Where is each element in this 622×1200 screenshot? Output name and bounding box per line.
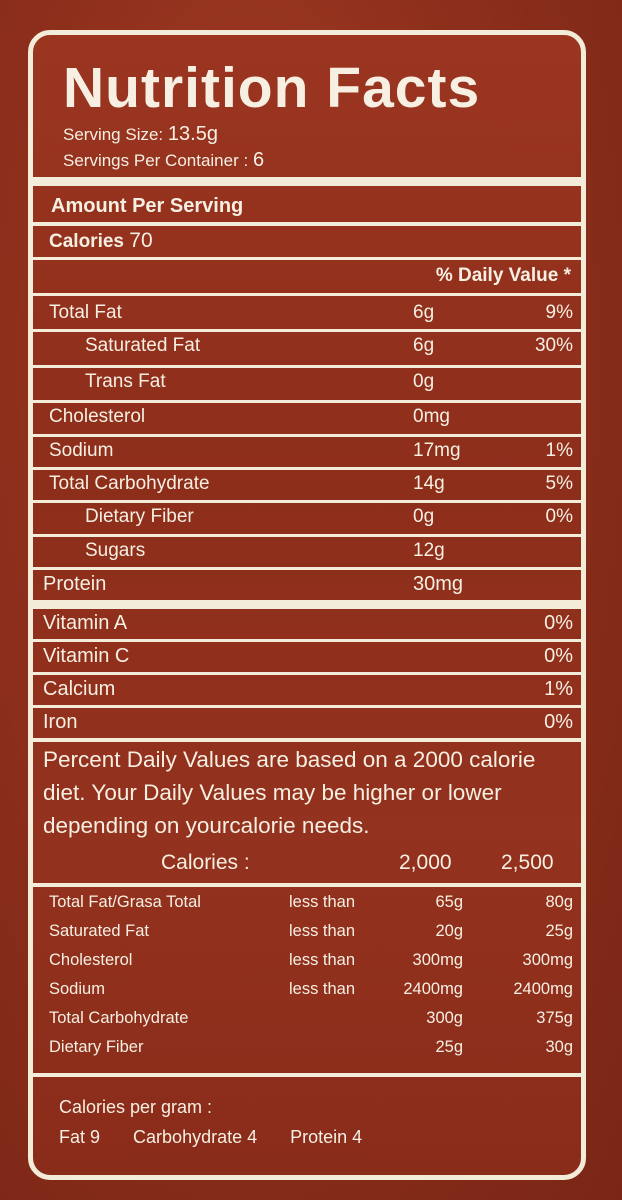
nutrient-row-sodium: Sodium 17mg 1% — [49, 440, 573, 461]
divider — [33, 329, 581, 332]
daily-value-footnote: Percent Daily Values are based on a 2000… — [43, 747, 536, 838]
divider — [33, 567, 581, 570]
servings-per-container-label: Servings Per Container : — [63, 151, 249, 170]
vitamin-row-iron: Iron 0% — [43, 710, 573, 733]
calories-label: Calories : — [161, 851, 250, 874]
calories-row: Calories 70 — [49, 227, 573, 255]
reference-table: Total Fat/Grasa Total less than 65g 80g … — [49, 893, 573, 1067]
nutrient-row-cholesterol: Cholesterol 0mg — [49, 406, 450, 427]
serving-size-value: 13.5g — [167, 123, 218, 145]
divider — [33, 1073, 581, 1077]
divider — [33, 257, 581, 260]
calories: Calories 70 — [49, 229, 153, 252]
thick-divider — [33, 600, 581, 609]
reference-row: Saturated Fat less than 20g 25g — [49, 922, 573, 940]
divider — [33, 467, 581, 470]
divider — [33, 400, 581, 403]
vitamin-row-vitamin-c: Vitamin C 0% — [43, 644, 573, 667]
reference-row: Total Carbohydrate 300g 375g — [49, 1009, 573, 1027]
nutrient-row-protein: Protein 30mg — [43, 572, 464, 595]
calories-col-2000: 2,000 — [399, 851, 452, 874]
divider — [33, 738, 581, 742]
divider — [33, 293, 581, 296]
divider — [33, 365, 581, 368]
vitamin-row-calcium: Calcium 1% — [43, 677, 573, 700]
cpg-carbohydrate: Carbohydrate 4 — [133, 1127, 258, 1147]
divider — [33, 500, 581, 503]
panel-title: Nutrition Facts — [63, 56, 481, 120]
daily-value-header-row: % Daily Value * — [49, 262, 573, 290]
divider — [33, 672, 581, 675]
thick-divider — [33, 177, 581, 186]
cpg-fat: Fat 9 — [59, 1127, 101, 1147]
reference-row: Total Fat/Grasa Total less than 65g 80g — [49, 893, 573, 911]
serving-size: Serving Size: 13.5g — [63, 123, 218, 146]
nutrition-facts-panel: Nutrition Facts Serving Size: 13.5g Serv… — [28, 30, 586, 1180]
divider — [33, 639, 581, 642]
calories-per-gram-values: Fat 9 Carbohydrate 4 Protein 4 — [59, 1127, 390, 1148]
nutrient-row-total-carbohydrate: Total Carbohydrate 14g 5% — [49, 473, 573, 494]
serving-size-label: Serving Size: — [63, 125, 164, 144]
nutrient-row-total-fat: Total Fat 6g 9% — [49, 302, 573, 323]
nutrient-row-saturated-fat: Saturated Fat 6g 30% — [85, 335, 573, 356]
amount-per-serving: Amount Per Serving — [51, 194, 244, 217]
divider — [33, 705, 581, 708]
nutrient-row-trans-fat: Trans Fat 0g — [85, 371, 435, 392]
servings-per-container-value: 6 — [252, 149, 265, 171]
reference-row: Dietary Fiber 25g 30g — [49, 1038, 573, 1056]
divider — [33, 883, 581, 887]
divider — [33, 222, 581, 226]
reference-row: Sodium less than 2400mg 2400mg — [49, 980, 573, 998]
nutrient-row-dietary-fiber: Dietary Fiber 0g 0% — [85, 506, 573, 527]
reference-row: Cholesterol less than 300mg 300mg — [49, 951, 573, 969]
calories-col-2500: 2,500 — [501, 851, 554, 874]
daily-value-header: % Daily Value * — [435, 265, 571, 286]
calories-per-gram-label: Calories per gram : — [59, 1097, 213, 1117]
servings-per-container: Servings Per Container : 6 — [63, 149, 264, 172]
calorie-columns-header: Calories : 2,000 2,500 — [33, 851, 581, 881]
divider — [33, 534, 581, 537]
divider — [33, 434, 581, 437]
cpg-protein: Protein 4 — [290, 1127, 363, 1147]
vitamin-row-vitamin-a: Vitamin A 0% — [43, 611, 573, 634]
nutrient-row-sugars: Sugars 12g — [85, 540, 445, 561]
